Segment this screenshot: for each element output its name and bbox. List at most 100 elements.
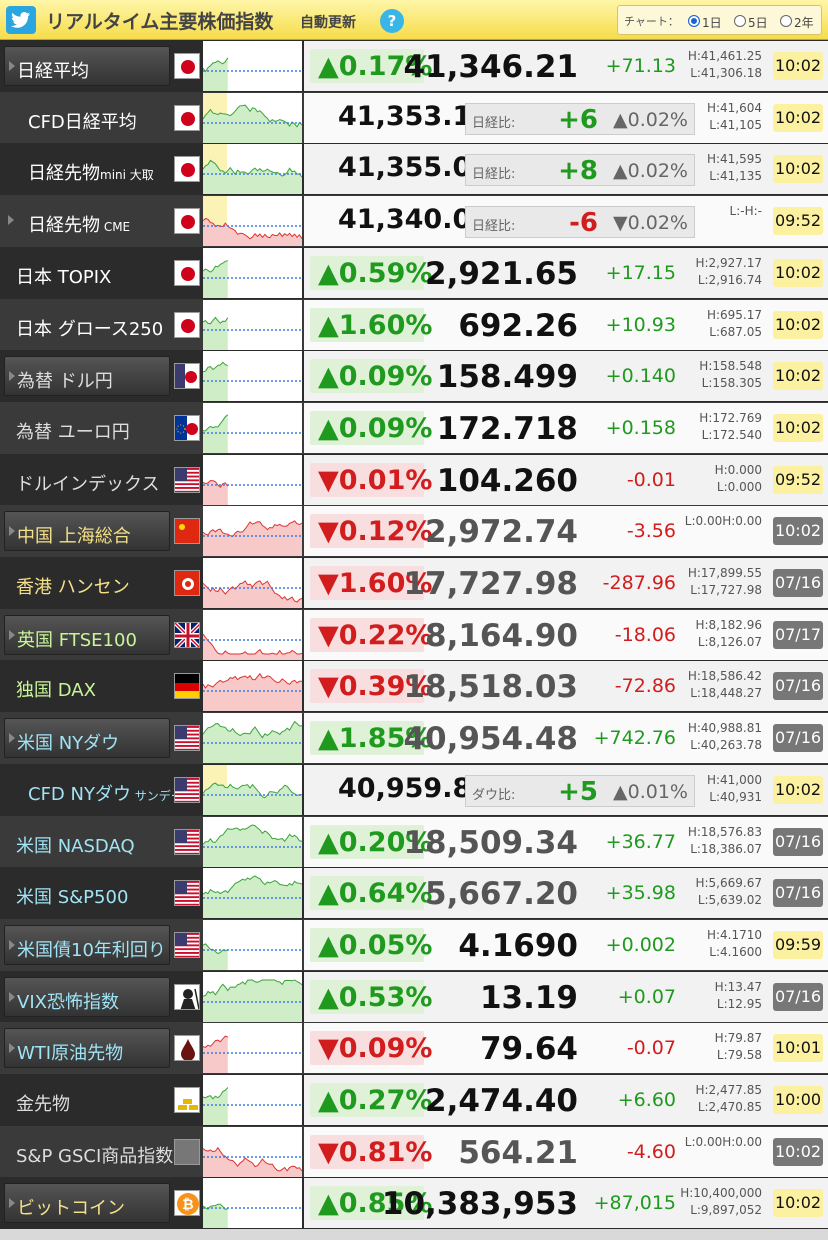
expand-arrow-icon[interactable] xyxy=(9,61,15,71)
instrument-name-button[interactable]: 中国 上海総合 xyxy=(4,511,170,552)
mini-chart[interactable] xyxy=(203,713,302,764)
mini-chart[interactable] xyxy=(203,144,302,195)
expand-arrow-icon[interactable] xyxy=(9,733,15,744)
instrument-name-main: 米国 S&P500 xyxy=(16,887,129,909)
low-value: L:40,931 xyxy=(709,789,762,804)
instrument-name: 米国 NASDAQ xyxy=(16,832,135,858)
expand-arrow-icon[interactable] xyxy=(9,1043,15,1054)
price-value: 4.1690 xyxy=(458,927,578,964)
mini-chart[interactable] xyxy=(203,919,302,970)
range-5d-label[interactable]: 5日 xyxy=(748,16,768,30)
percent-change: ▲1.60% xyxy=(318,309,433,341)
instrument-name-button[interactable]: 日経先物mini 大取 xyxy=(4,149,170,189)
instrument-name-main: 独国 DAX xyxy=(16,680,96,702)
instrument-name-button[interactable]: 日経平均 xyxy=(4,46,170,86)
range-1d-label[interactable]: 1日 xyxy=(702,16,722,30)
mini-chart[interactable] xyxy=(203,1023,302,1074)
range-5d-radio[interactable] xyxy=(734,15,746,27)
high-low: H:5,669.67 L:5,639.02 xyxy=(680,875,762,909)
net-change: -18.06 xyxy=(614,623,676,646)
mini-chart[interactable] xyxy=(203,41,302,91)
high-value: H:41,000 xyxy=(706,772,762,787)
price-value: 2,972.74 xyxy=(425,514,578,551)
instrument-name-button[interactable]: 日本 TOPIX xyxy=(4,253,170,293)
instrument-name-button[interactable]: 英国 FTSE100 xyxy=(4,614,170,655)
instrument-name-button[interactable]: VIX恐怖指数 xyxy=(4,976,170,1017)
percent-change: ▲0.05% xyxy=(318,929,433,961)
expand-arrow-icon[interactable] xyxy=(9,629,15,640)
mini-chart[interactable] xyxy=(203,247,302,298)
update-time: 07/16 xyxy=(773,569,823,597)
high-low: H:8,182.96 L:8,126.07 xyxy=(680,617,762,651)
mini-chart[interactable] xyxy=(203,92,302,143)
mini-chart[interactable] xyxy=(203,1075,302,1125)
instrument-name-button[interactable]: WTI原油先物 xyxy=(4,1028,170,1069)
comparison-label: 日経比: xyxy=(472,219,516,235)
instrument-name-button[interactable]: 独国 DAX xyxy=(4,666,170,706)
mini-chart[interactable] xyxy=(203,971,302,1022)
high-value: H:41,604 xyxy=(706,100,762,115)
mini-chart[interactable] xyxy=(203,506,302,557)
price-value: 17,727.98 xyxy=(403,566,578,602)
mini-chart[interactable] xyxy=(203,816,302,867)
instrument-name-button[interactable]: 日経先物 CME xyxy=(4,201,170,241)
price-value: 2,474.40 xyxy=(425,1083,578,1119)
instrument-name-button[interactable]: S&P GSCI商品指数 xyxy=(4,1132,173,1172)
instrument-name-button[interactable]: 米国 NASDAQ xyxy=(4,822,170,862)
chart-range-selector: チャート： 1日 5日 2年 xyxy=(617,5,822,35)
expand-arrow-icon[interactable] xyxy=(9,371,15,382)
usa-flag-icon xyxy=(174,725,200,752)
instrument-name-button[interactable]: 香港 ハンセン xyxy=(4,563,170,603)
commodity-icon xyxy=(174,1138,200,1165)
mini-chart[interactable] xyxy=(203,402,302,453)
range-2y-radio[interactable] xyxy=(780,15,792,27)
instrument-name-button[interactable]: CFD日経平均 xyxy=(4,98,170,138)
mini-chart[interactable] xyxy=(203,1126,302,1177)
mini-chart[interactable] xyxy=(203,609,302,660)
instrument-name-button[interactable]: 金先物 xyxy=(4,1080,170,1120)
high-low: H:79.87 L:79.58 xyxy=(680,1030,762,1064)
instrument-name-button[interactable]: 米国 S&P500 xyxy=(4,873,170,913)
mini-chart[interactable] xyxy=(203,299,302,350)
percent-change: ▲0.17% xyxy=(318,51,433,82)
instrument-name-button[interactable]: ドルインデックス xyxy=(4,460,170,500)
instrument-name-button[interactable]: CFD NYダウ サンデー xyxy=(4,770,183,810)
instrument-name-suffix: mini 大取 xyxy=(100,168,154,183)
expand-arrow-icon[interactable] xyxy=(9,1198,15,1209)
mini-chart[interactable] xyxy=(203,868,302,919)
market-row: S&P GSCI商品指数 ▼0.81% 564.21 -4.60 L:0.00H:0.0… xyxy=(0,1125,828,1178)
percent-change: ▼0.09% xyxy=(318,1033,433,1065)
instrument-name-button[interactable]: 為替 ユーロ円 xyxy=(4,408,170,448)
instrument-name-button[interactable]: 為替 ドル円 xyxy=(4,356,170,397)
percent-change-box xyxy=(310,410,424,445)
instrument-name-main: WTI原油先物 xyxy=(17,1043,124,1065)
low-value: L:8,126.07 xyxy=(697,634,762,649)
help-icon[interactable]: ? xyxy=(380,9,404,33)
twitter-icon[interactable] xyxy=(6,6,36,34)
percent-change: ▲0.09% xyxy=(318,412,433,444)
comparison-label: 日経比: xyxy=(472,115,516,131)
mini-chart[interactable] xyxy=(203,661,302,712)
instrument-name-button[interactable]: 日本 グロース250 xyxy=(4,305,170,345)
range-1d-radio[interactable] xyxy=(688,15,700,27)
market-row: CFD NYダウ サンデー 40,959.80 ダウ比: +5 ▲0.01% H:41,0… xyxy=(0,763,828,816)
instrument-name-button[interactable]: 米国債10年利回り xyxy=(4,924,170,965)
high-low: H:158.548 L:158.305 xyxy=(680,358,762,392)
instrument-name-button[interactable]: ビットコイン xyxy=(4,1183,170,1224)
percent-change: ▼1.60% xyxy=(318,568,433,599)
expand-arrow-icon[interactable] xyxy=(9,939,15,950)
expand-arrow-icon[interactable] xyxy=(9,526,15,537)
expand-arrow-icon[interactable] xyxy=(8,215,14,226)
instrument-name-main: 為替 ユーロ円 xyxy=(16,421,130,443)
mini-chart[interactable] xyxy=(203,764,302,815)
mini-chart[interactable] xyxy=(203,454,302,505)
instrument-name-button[interactable]: 米国 NYダウ xyxy=(4,718,170,759)
mini-chart[interactable] xyxy=(203,1178,302,1229)
mini-chart[interactable] xyxy=(203,558,302,608)
expand-arrow-icon[interactable] xyxy=(9,991,15,1002)
market-row: 米国 NASDAQ ▲0.20% 18,509.34 +36.77 H:18,576.8… xyxy=(0,815,828,868)
price-value: 104.260 xyxy=(436,462,578,499)
mini-chart[interactable] xyxy=(203,196,302,247)
mini-chart[interactable] xyxy=(203,351,302,402)
range-2y-label[interactable]: 2年 xyxy=(794,16,814,30)
